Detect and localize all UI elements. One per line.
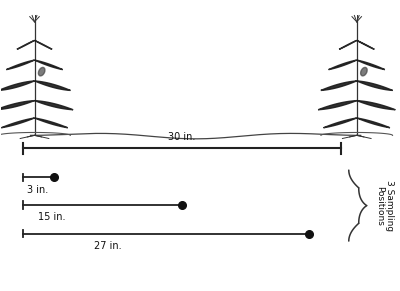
- Polygon shape: [34, 118, 68, 128]
- Ellipse shape: [361, 68, 367, 76]
- Polygon shape: [34, 81, 70, 91]
- Polygon shape: [357, 81, 393, 91]
- Polygon shape: [339, 40, 357, 49]
- Polygon shape: [321, 81, 357, 91]
- Text: 27 in.: 27 in.: [94, 241, 122, 251]
- Text: 15 in.: 15 in.: [38, 212, 66, 222]
- Polygon shape: [34, 40, 52, 49]
- Polygon shape: [0, 101, 34, 110]
- Polygon shape: [357, 60, 385, 70]
- Polygon shape: [17, 40, 34, 49]
- Text: 3 in.: 3 in.: [26, 184, 48, 195]
- Polygon shape: [357, 118, 390, 128]
- Polygon shape: [1, 118, 34, 128]
- Polygon shape: [34, 101, 73, 110]
- Ellipse shape: [38, 68, 45, 76]
- Polygon shape: [357, 101, 395, 110]
- Text: 30 in.: 30 in.: [168, 132, 195, 142]
- Polygon shape: [329, 60, 357, 70]
- Polygon shape: [324, 118, 357, 128]
- Polygon shape: [318, 101, 357, 110]
- Polygon shape: [6, 60, 34, 70]
- Polygon shape: [357, 40, 374, 49]
- Polygon shape: [0, 81, 34, 91]
- Polygon shape: [34, 60, 63, 70]
- Text: 3 Sampling
Positions: 3 Sampling Positions: [375, 180, 394, 231]
